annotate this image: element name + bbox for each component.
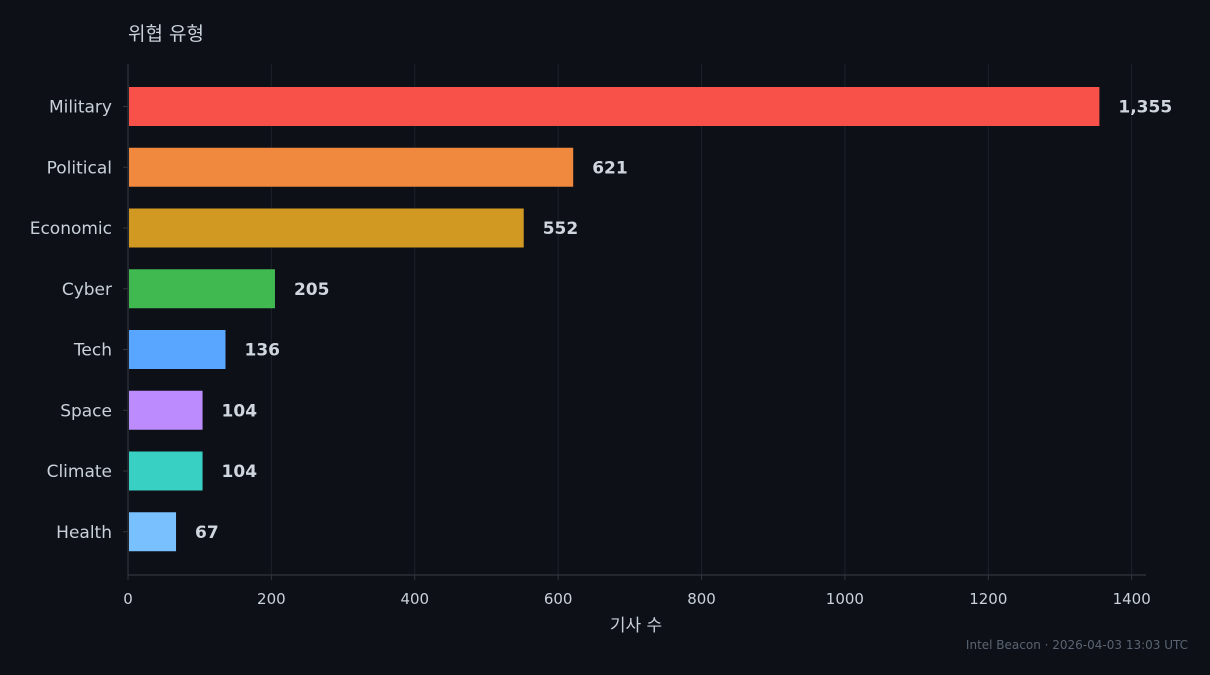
value-label: 205 — [294, 280, 330, 300]
value-label: 104 — [222, 462, 258, 482]
gridlines — [127, 64, 1133, 575]
bar-cyber — [129, 269, 275, 309]
bar-economic — [129, 208, 524, 248]
x-tick-label: 0 — [123, 590, 133, 608]
y-tick-label: Economic — [30, 219, 112, 239]
x-tick-label: 1200 — [969, 590, 1007, 608]
bar-military — [129, 87, 1100, 126]
value-label: 136 — [244, 341, 280, 361]
x-tick-label: 1000 — [826, 590, 864, 608]
value-label: 104 — [222, 401, 258, 421]
bar-health — [129, 512, 177, 552]
x-axis-title: 기사 수 — [610, 616, 662, 636]
value-label: 1,355 — [1118, 98, 1172, 118]
bar-political — [129, 147, 574, 187]
value-label: 552 — [543, 219, 579, 239]
y-tick-label: Cyber — [62, 280, 112, 300]
x-tick-label: 1400 — [1113, 590, 1151, 608]
y-tick-label: Climate — [47, 462, 112, 482]
y-tick-label: Tech — [73, 341, 112, 361]
value-label: 621 — [592, 158, 628, 178]
y-tick-label: Military — [49, 98, 112, 118]
bar-climate — [129, 451, 203, 491]
bar-space — [129, 390, 203, 430]
watermark: Intel Beacon · 2026-04-03 13:03 UTC — [965, 638, 1188, 652]
chart-title: 위협 유형 — [128, 23, 204, 45]
axes: 0 200 400 600 800 1000 1200 1400 Military Politic… — [30, 64, 1151, 608]
y-tick-label: Political — [47, 158, 112, 178]
x-tick-label: 600 — [544, 590, 573, 608]
y-tick-label: Health — [56, 523, 112, 543]
x-tick-label: 200 — [257, 590, 286, 608]
x-tick-label: 800 — [687, 590, 716, 608]
y-tick-label: Space — [60, 401, 112, 421]
value-label: 67 — [195, 523, 219, 543]
x-tick-label: 400 — [400, 590, 429, 608]
bar-tech — [129, 330, 226, 369]
bars: 1,355 621 552 205 136 104 104 67 — [129, 87, 1172, 552]
